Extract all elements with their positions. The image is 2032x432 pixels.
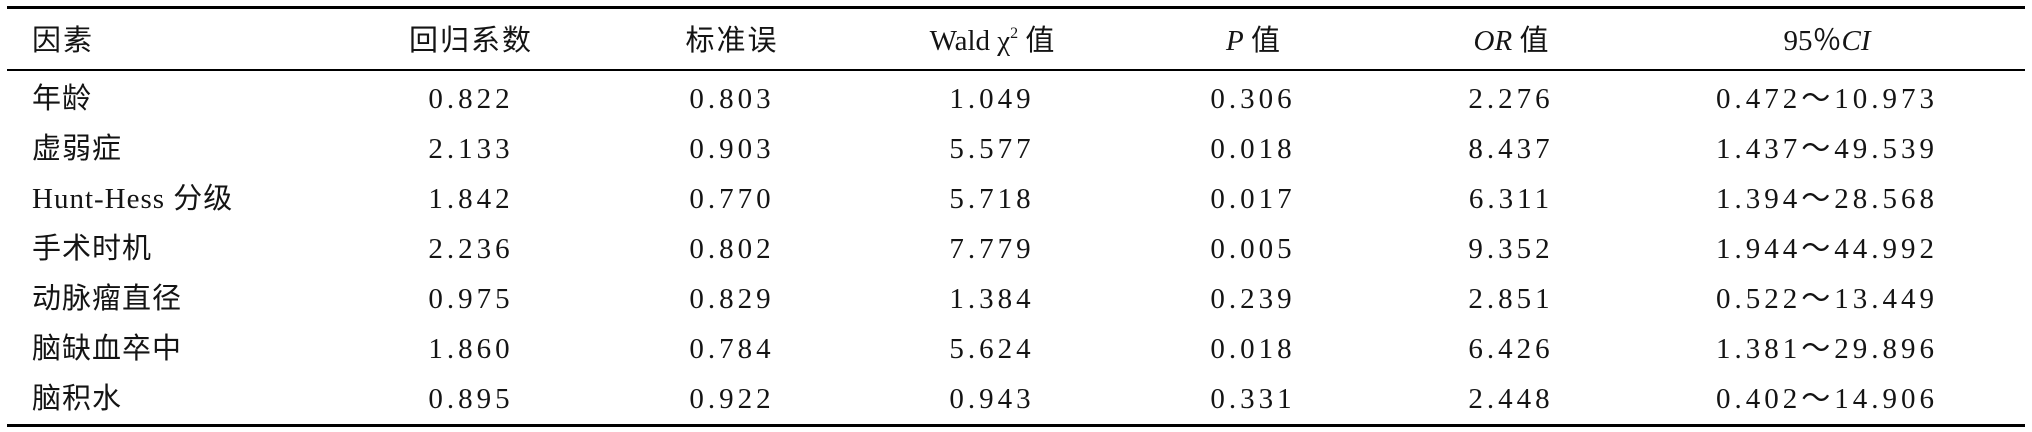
standard-error-cell: 0.803 <box>689 83 775 115</box>
table-row: Hunt-Hess 分级 1.842 0.770 5.718 0.017 6.311 1.3… <box>0 174 2032 224</box>
header-or-symbol: OR <box>1473 25 1513 57</box>
or-value-cell: 2.276 <box>1468 83 1554 115</box>
standard-error-cell: 0.802 <box>689 233 775 265</box>
wald-chi2-cell: 7.779 <box>949 233 1035 265</box>
header-rule <box>7 69 2025 71</box>
bottom-rule <box>7 424 2025 427</box>
table-row: 脑积水 0.895 0.922 0.943 0.331 2.448 0.402～14.906 <box>0 374 2032 424</box>
confidence-interval-cell: 1.944～44.992 <box>1715 233 1938 265</box>
standard-error-cell: 0.903 <box>689 133 775 165</box>
or-value-cell: 6.311 <box>1468 183 1554 215</box>
header-p-value: P 值 <box>1133 14 1373 68</box>
header-ci-prefix: 95％ <box>1783 25 1842 57</box>
wald-chi2-cell: 1.384 <box>949 283 1035 315</box>
coefficient-cell: 0.975 <box>428 283 514 315</box>
factor-cell: 虚弱症 <box>32 133 123 165</box>
table-row: 虚弱症 2.133 0.903 5.577 0.018 8.437 1.437～49.539 <box>0 124 2032 174</box>
wald-chi2-cell: 1.049 <box>949 83 1035 115</box>
confidence-interval-cell: 1.381～29.896 <box>1715 333 1938 365</box>
coefficient-cell: 2.133 <box>428 133 514 165</box>
coefficient-cell: 1.860 <box>428 333 514 365</box>
factor-cell: 脑缺血卒中 <box>32 333 183 365</box>
header-ci-symbol: CI <box>1841 25 1871 57</box>
factor-cell: 年龄 <box>32 83 93 115</box>
wald-chi2-cell: 0.943 <box>949 383 1035 415</box>
table-row: 手术时机 2.236 0.802 7.779 0.005 9.352 1.944～44.99… <box>0 224 2032 274</box>
factor-cell: 手术时机 <box>32 233 153 265</box>
header-wald-superscript: 2 <box>1010 25 1019 42</box>
confidence-interval-cell: 0.522～13.449 <box>1715 283 1938 315</box>
p-value-cell: 0.331 <box>1210 383 1296 415</box>
standard-error-cell: 0.922 <box>689 383 775 415</box>
header-factor: 因素 <box>32 25 95 57</box>
confidence-interval-cell: 0.402～14.906 <box>1715 383 1938 415</box>
header-standard-error: 标准误 <box>685 25 779 57</box>
or-value-cell: 8.437 <box>1468 133 1554 165</box>
standard-error-cell: 0.829 <box>689 283 775 315</box>
p-value-cell: 0.005 <box>1210 233 1296 265</box>
header-confidence-interval: 95％CI <box>1667 14 1987 68</box>
p-value-cell: 0.018 <box>1210 333 1296 365</box>
or-value-cell: 6.426 <box>1468 333 1554 365</box>
header-wald-chi2: Wald χ2 值 <box>872 14 1112 68</box>
top-rule <box>7 6 2025 9</box>
header-wald-prefix: Wald χ <box>929 25 1011 57</box>
wald-chi2-cell: 5.577 <box>949 133 1035 165</box>
coefficient-cell: 2.236 <box>428 233 514 265</box>
or-value-cell: 9.352 <box>1468 233 1554 265</box>
coefficient-cell: 0.895 <box>428 383 514 415</box>
standard-error-cell: 0.770 <box>689 183 775 215</box>
coefficient-cell: 1.842 <box>428 183 514 215</box>
factor-cell: 动脉瘤直径 <box>32 283 183 315</box>
p-value-cell: 0.239 <box>1210 283 1296 315</box>
header-or-value: OR 值 <box>1391 14 1631 68</box>
table-row: 脑缺血卒中 1.860 0.784 5.624 0.018 6.426 1.381～29.8… <box>0 324 2032 374</box>
or-value-cell: 2.851 <box>1468 283 1554 315</box>
factor-cell: Hunt-Hess 分级 <box>32 183 234 215</box>
table-row: 年龄 0.822 0.803 1.049 0.306 2.276 0.472～10.973 <box>0 74 2032 124</box>
factor-cell: 脑积水 <box>32 383 123 415</box>
p-value-cell: 0.306 <box>1210 83 1296 115</box>
confidence-interval-cell: 0.472～10.973 <box>1715 83 1938 115</box>
confidence-interval-cell: 1.394～28.568 <box>1715 183 1938 215</box>
table-row: 动脉瘤直径 0.975 0.829 1.384 0.239 2.851 0.522～13.4… <box>0 274 2032 324</box>
header-regression-coefficient: 回归系数 <box>408 25 533 57</box>
confidence-interval-cell: 1.437～49.539 <box>1715 133 1938 165</box>
p-value-cell: 0.018 <box>1210 133 1296 165</box>
header-p-symbol: P <box>1226 25 1244 57</box>
table-header-row: 因素 回归系数 标准误 Wald χ2 值 P 值 OR 值 95％CI <box>0 14 2032 68</box>
or-value-cell: 2.448 <box>1468 383 1554 415</box>
wald-chi2-cell: 5.624 <box>949 333 1035 365</box>
header-wald-suffix: 值 <box>1018 25 1055 57</box>
standard-error-cell: 0.784 <box>689 333 775 365</box>
header-or-suffix: 值 <box>1512 25 1549 57</box>
header-p-suffix: 值 <box>1243 25 1280 57</box>
wald-chi2-cell: 5.718 <box>949 183 1035 215</box>
p-value-cell: 0.017 <box>1210 183 1296 215</box>
coefficient-cell: 0.822 <box>428 83 514 115</box>
